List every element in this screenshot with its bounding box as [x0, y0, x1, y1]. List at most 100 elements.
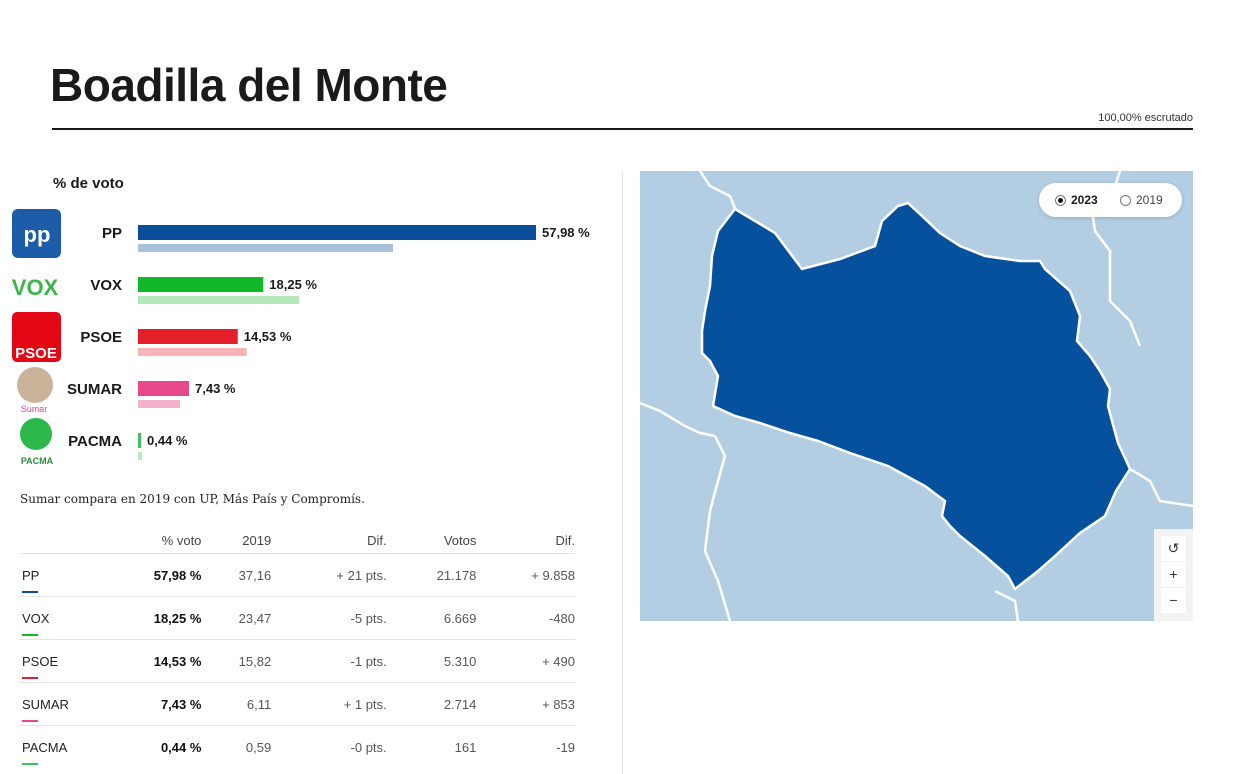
votes-cell: 161 [386, 725, 477, 768]
bar-2023 [138, 225, 536, 240]
header-votes: Votos [443, 533, 477, 548]
bar-value-label: 0,44 % [147, 433, 188, 448]
header-votes-dif: Dif. [555, 533, 576, 548]
votes-cell: 2.714 [386, 682, 477, 726]
votes-dif-cell: + 490 [476, 639, 575, 683]
year-option-2019[interactable]: 2019 [1120, 193, 1163, 207]
bar-2019 [138, 400, 180, 408]
table-row: SUMAR 7,43 % 6,11 + 1 pts. 2.714 + 853 [19, 682, 575, 726]
vox-logo-icon: VOX [12, 275, 59, 300]
pp-logo-text: pp [24, 222, 51, 247]
party-cell-text: PACMA [22, 739, 68, 755]
table-row: PSOE 14,53 % 15,82 -1 pts. 5.310 + 490 [19, 639, 575, 683]
zoom-out-button[interactable]: − [1161, 588, 1186, 613]
prev-cell-text: 23,47 [238, 610, 272, 626]
party-color-swatch [22, 763, 38, 765]
pct-cell: 7,43 % [133, 682, 202, 726]
pp-logo-icon [12, 209, 61, 258]
bar-category-label: VOX [90, 277, 122, 294]
table-row: PACMA 0,44 % 0,59 -0 pts. 161 -19 [19, 725, 575, 768]
votes-dif-cell: + 853 [476, 682, 575, 726]
bar-category-label: PP [102, 225, 122, 242]
sumar-logo-icon [17, 367, 53, 403]
bar-2023 [138, 433, 142, 448]
title-divider [52, 128, 1193, 130]
prev-cell-text: 6,11 [246, 696, 272, 712]
table-row: PP 57,98 % 37,16 + 21 pts. 21.178 + 9.858 [19, 553, 575, 597]
prev-cell: 37,16 [201, 553, 272, 597]
year-label-2023: 2023 [1071, 193, 1098, 207]
party-cell: PP [19, 553, 134, 597]
votes-dif-cell-text: + 490 [542, 653, 575, 669]
scrutiny-status: 100,00% escrutado [1098, 112, 1193, 124]
page-title: Boadilla del Monte [50, 59, 448, 111]
party-cell-text: SUMAR [22, 696, 69, 712]
votes-cell-text: 5.310 [443, 653, 477, 669]
party-cell-text: PSOE [22, 653, 59, 669]
pacma-logo-icon [20, 418, 52, 450]
dif-cell: -1 pts. [271, 639, 387, 683]
votes-dif-cell: -19 [476, 725, 575, 768]
bar-2019 [138, 296, 300, 304]
pct-cell-text: 57,98 % [153, 567, 202, 583]
party-cell: VOX [19, 596, 134, 640]
party-cell-text: VOX [22, 610, 50, 626]
votes-dif-cell-text: -480 [548, 610, 575, 626]
bar-category-label: PSOE [80, 329, 122, 346]
results-map[interactable] [639, 170, 1194, 622]
vote-bar-chart: pp PP 57,98 % VOX VOX 18,25 % PSOE PSOE 14,53 % S… [12, 209, 590, 466]
pct-cell: 14,53 % [133, 639, 202, 683]
radio-selected-icon[interactable] [1055, 194, 1066, 206]
reset-view-icon[interactable]: ↺ [1161, 536, 1186, 561]
bar-2019 [138, 452, 143, 460]
dif-cell-text: -5 pts. [350, 610, 387, 626]
year-label-2019: 2019 [1136, 193, 1163, 207]
dif-cell: -0 pts. [271, 725, 387, 768]
votes-cell: 5.310 [386, 639, 477, 683]
pct-cell-text: 0,44 % [160, 739, 202, 755]
party-color-swatch [22, 591, 38, 593]
neighbour-boundaries [639, 170, 1194, 622]
comparison-note: Sumar compara en 2019 con UP, Más País y… [20, 492, 365, 506]
bar-category-label: SUMAR [67, 381, 122, 398]
party-color-swatch [22, 720, 38, 722]
prev-cell: 6,11 [201, 682, 272, 726]
votes-cell: 6.669 [386, 596, 477, 640]
pct-cell-text: 14,53 % [153, 653, 202, 669]
bar-2019 [138, 244, 394, 252]
votes-dif-cell: -480 [476, 596, 575, 640]
municipality-map[interactable] [639, 170, 1194, 622]
map-zoom-controls: ↺ + − [1154, 529, 1193, 621]
bar-value-label: 18,25 % [269, 277, 317, 292]
bar-value-label: 7,43 % [195, 381, 236, 396]
sumar-logo-text: Sumar [21, 404, 48, 414]
bar-2023 [138, 277, 264, 292]
year-toggle[interactable]: 2023 2019 [1039, 183, 1182, 217]
year-option-2023[interactable]: 2023 [1055, 193, 1098, 207]
votes-cell-text: 21.178 [436, 567, 477, 583]
dif-cell-text: -0 pts. [350, 739, 387, 755]
radio-unselected-icon[interactable] [1120, 194, 1131, 206]
dif-cell-text: + 1 pts. [343, 696, 387, 712]
boadilla-area[interactable] [700, 201, 1132, 591]
votes-cell-text: 2.714 [443, 696, 477, 712]
results-table: % voto 2019 Dif. Votos Dif. PP 57,98 % 37,… [19, 528, 575, 768]
bar-category-label: PACMA [68, 433, 122, 450]
party-cell: PACMA [19, 725, 134, 768]
zoom-in-button[interactable]: + [1161, 562, 1186, 587]
pct-cell: 57,98 % [133, 553, 202, 597]
table-row: VOX 18,25 % 23,47 -5 pts. 6.669 -480 [19, 596, 575, 640]
votes-dif-cell-text: + 853 [542, 696, 575, 712]
votes-dif-cell: + 9.858 [476, 553, 575, 597]
party-color-swatch [22, 634, 38, 636]
votes-dif-cell-text: -19 [556, 739, 575, 755]
psoe-logo-icon [12, 312, 61, 362]
votes-cell-text: 6.669 [443, 610, 477, 626]
votes-cell: 21.178 [386, 553, 477, 597]
bar-value-label: 57,98 % [542, 225, 590, 240]
votes-dif-cell-text: + 9.858 [531, 567, 575, 583]
party-color-swatch [22, 677, 38, 679]
prev-cell-text: 37,16 [238, 567, 272, 583]
party-cell: PSOE [19, 639, 134, 683]
dif-cell: + 21 pts. [271, 553, 387, 597]
